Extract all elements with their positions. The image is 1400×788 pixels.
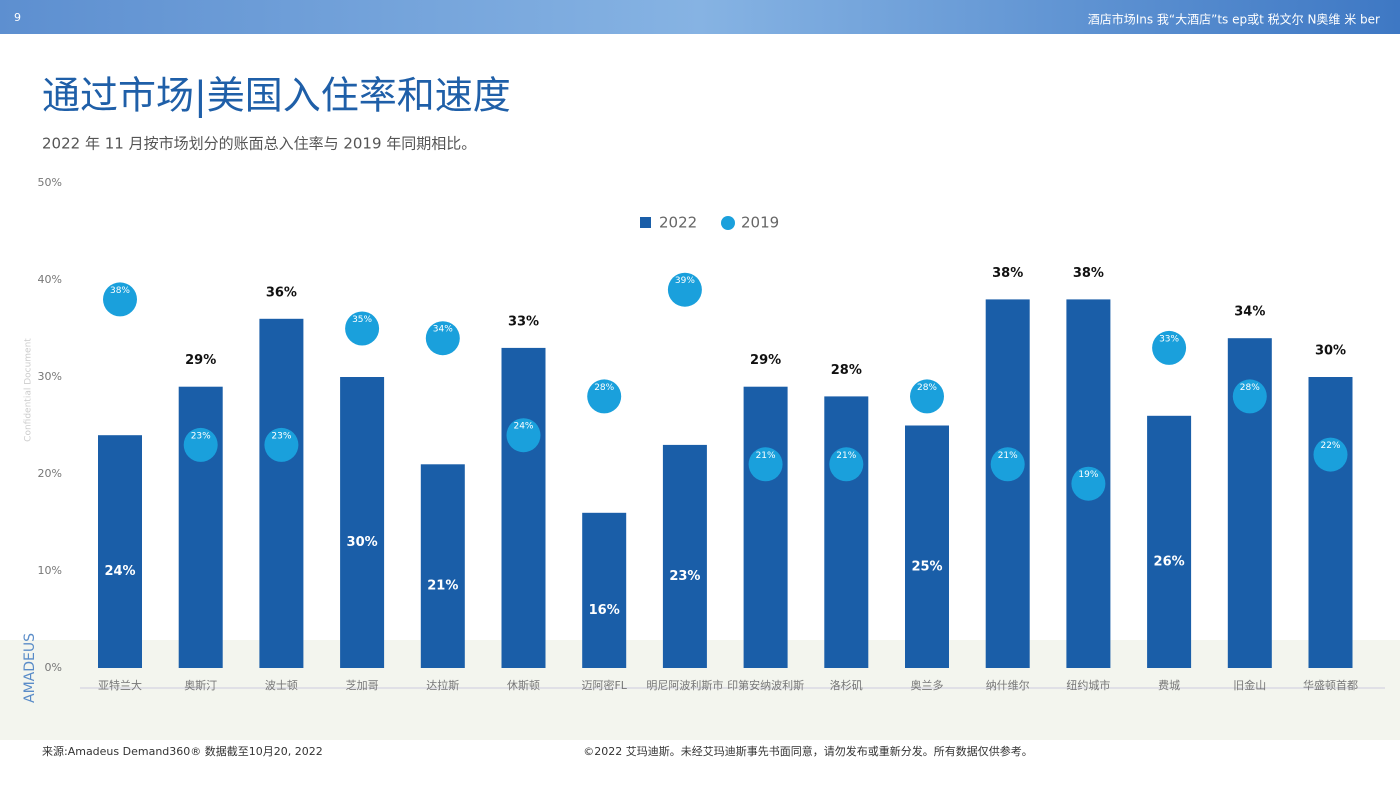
x-tick-label: 费城 <box>1158 679 1180 692</box>
legend-label: 2019 <box>741 214 779 232</box>
dot-value-label: 34% <box>433 325 453 335</box>
x-tick-label: 纳什维尔 <box>986 679 1030 692</box>
dot-value-label: 21% <box>836 451 856 461</box>
dot <box>183 427 218 462</box>
bar <box>259 318 304 668</box>
dot <box>1313 437 1348 472</box>
bar-value-label: 28% <box>831 363 862 378</box>
y-tick-label: 0% <box>45 661 62 674</box>
bar-value-label: 30% <box>1315 344 1346 359</box>
copyright: ©2022 艾玛迪斯。未经艾玛迪斯事先书面同意，请勿发布或重新分发。所有数据仅供… <box>583 744 1033 758</box>
bar-value-label: 29% <box>185 353 216 368</box>
bar-value-label: 21% <box>427 579 458 594</box>
page-number: 9 <box>14 11 21 24</box>
dot-value-label: 21% <box>756 451 776 461</box>
dot-value-label: 28% <box>917 383 937 393</box>
x-tick-label: 奥兰多 <box>911 678 944 692</box>
legend-swatch <box>640 217 651 228</box>
x-tick-label: 达拉斯 <box>426 678 459 692</box>
bar <box>582 512 627 668</box>
bar <box>824 396 869 668</box>
bar-value-label: 30% <box>347 535 378 550</box>
x-tick-label: 华盛顿首都 <box>1303 678 1358 692</box>
bar <box>340 377 385 668</box>
bar-value-label: 24% <box>104 564 135 579</box>
chart-title: 通过市场|美国入住率和速度 <box>42 74 511 119</box>
dot <box>910 379 944 414</box>
bar-value-label: 34% <box>1234 305 1265 320</box>
bar <box>1147 415 1192 668</box>
x-tick-label: 洛杉矶 <box>830 678 863 692</box>
dot-value-label: 21% <box>998 451 1018 461</box>
bar-value-label: 38% <box>1073 266 1104 281</box>
bar <box>662 444 707 668</box>
dot <box>425 321 460 356</box>
legend-label: 2022 <box>659 214 697 232</box>
bar <box>1308 377 1353 668</box>
bar-value-label: 26% <box>1154 554 1185 569</box>
source: 来源:Amadeus Demand360® 数据截至10月20, 2022 <box>42 744 323 758</box>
dot-value-label: 28% <box>594 383 614 393</box>
bar <box>905 425 949 668</box>
bar <box>420 464 465 668</box>
bar <box>985 299 1030 668</box>
x-tick-label: 明尼阿波利斯市 <box>646 678 723 692</box>
x-tick-label: 纽约城市 <box>1066 678 1110 692</box>
header-text: 酒店市场Ins 我“大酒店”ts ep或t 税文尔 N奥维 米 ber <box>1088 12 1380 27</box>
dot <box>667 272 702 307</box>
dot-value-label: 23% <box>191 431 211 441</box>
dot <box>506 418 541 453</box>
x-tick-label: 芝加哥 <box>346 679 379 692</box>
bar-value-label: 23% <box>669 569 700 584</box>
dot-value-label: 23% <box>271 431 291 441</box>
bar-value-label: 33% <box>508 314 539 329</box>
bar-value-label: 36% <box>266 285 297 300</box>
dot-value-label: 39% <box>675 276 695 286</box>
legend-swatch <box>721 216 735 230</box>
dot-value-label: 35% <box>352 315 372 325</box>
dot <box>587 379 622 414</box>
x-tick-label: 休斯顿 <box>507 678 540 692</box>
brand: AMADEUS <box>22 633 38 703</box>
x-tick-label: 旧金山 <box>1233 678 1266 692</box>
y-tick-label: 20% <box>38 467 62 480</box>
x-tick-label: 亚特兰大 <box>98 678 142 692</box>
dot <box>264 427 299 462</box>
dot <box>1152 330 1187 365</box>
bar <box>98 435 142 668</box>
confidential: Confidential Document <box>24 338 34 442</box>
x-tick-label: 印第安纳波利斯 <box>727 678 804 692</box>
dot-value-label: 19% <box>1078 470 1098 480</box>
y-tick-label: 30% <box>38 370 62 383</box>
bar-value-label: 25% <box>911 559 942 574</box>
y-tick-label: 40% <box>38 273 62 286</box>
bar <box>743 386 788 668</box>
x-tick-label: 波士顿 <box>265 678 298 692</box>
dot <box>345 311 380 346</box>
dot <box>748 447 783 482</box>
y-tick-label: 10% <box>38 564 62 577</box>
x-tick-label: 迈阿密FL <box>581 678 627 692</box>
chart-subtitle: 2022 年 11 月按市场划分的账面总入住率与 2019 年同期相比。 <box>42 135 476 153</box>
bar-value-label: 16% <box>589 603 620 618</box>
bar-value-label: 29% <box>750 353 781 368</box>
dot <box>990 447 1025 482</box>
header-bar <box>0 0 1400 34</box>
dot <box>829 447 864 482</box>
dot-value-label: 33% <box>1159 334 1179 344</box>
dot-value-label: 28% <box>1240 383 1260 393</box>
dot <box>103 282 137 317</box>
dot <box>1232 379 1267 414</box>
x-tick-label: 奥斯汀 <box>184 678 217 692</box>
bar-value-label: 38% <box>992 266 1023 281</box>
bar <box>501 347 546 668</box>
dot-value-label: 22% <box>1320 441 1340 451</box>
dot <box>1071 466 1106 501</box>
dot-value-label: 38% <box>110 286 130 296</box>
y-tick-label: 50% <box>38 176 62 189</box>
dot-value-label: 24% <box>513 422 533 432</box>
